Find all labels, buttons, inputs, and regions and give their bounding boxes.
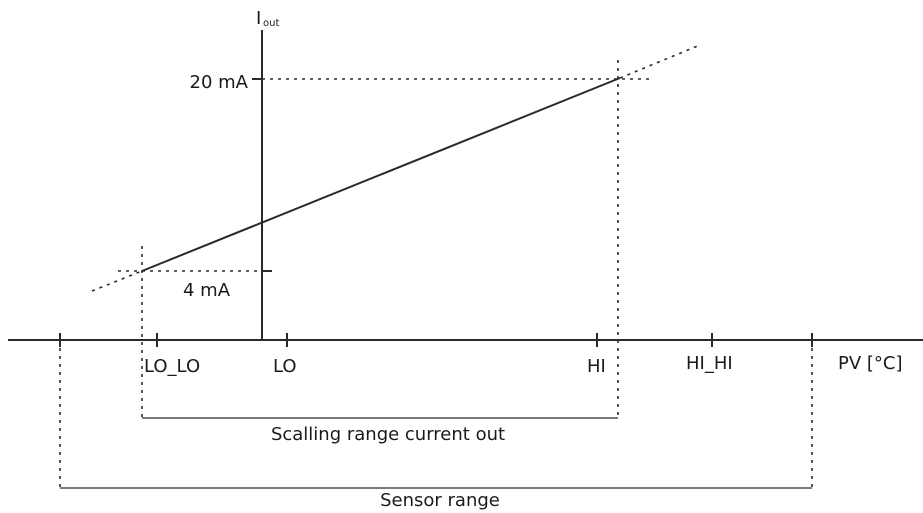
label-hi-hi: HI_HI — [686, 353, 733, 374]
label-4ma: 4 mA — [183, 280, 231, 301]
label-hi: HI — [587, 356, 606, 377]
transfer-line — [141, 77, 621, 272]
transfer-line-extension-high — [619, 44, 701, 79]
label-20ma: 20 mA — [190, 72, 249, 93]
y-axis-label: I — [256, 8, 261, 29]
label-lo: LO — [273, 356, 297, 377]
scaling-range-label: Scalling range current out — [271, 424, 505, 445]
transfer-line-extension-low — [91, 270, 143, 292]
y-axis-label-subscript: out — [263, 18, 279, 29]
label-lo-lo: LO_LO — [144, 356, 200, 377]
x-axis-label: PV [°C] — [838, 353, 903, 374]
sensor-range-label: Sensor range — [380, 490, 500, 511]
